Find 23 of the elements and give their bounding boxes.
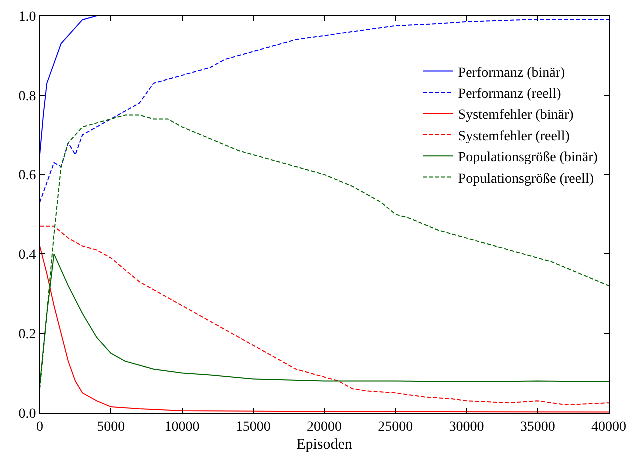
y-tick-label: 1.0 [18, 10, 36, 25]
line-series [40, 19, 609, 204]
x-tick-label: 20000 [307, 420, 342, 435]
y-tick-label: 0.0 [18, 406, 36, 422]
y-tick-label: 0.4 [18, 248, 36, 264]
x-tick-label: 15000 [236, 420, 271, 435]
x-tick-label: 25000 [378, 420, 414, 435]
x-tick-label: 30000 [449, 420, 484, 435]
x-tick-label: 10000 [164, 420, 200, 435]
legend-label: Performanz (reell) [458, 86, 562, 102]
x-axis-title: Episoden [296, 436, 353, 453]
legend-label: Systemfehler (binär) [458, 108, 574, 124]
legend-label: Systemfehler (reell) [458, 129, 570, 144]
legend-label: Populationsgröße (reell) [458, 172, 594, 187]
legend-label: Performanz (binär) [458, 66, 566, 81]
legend-label: Populationsgröße (binär) [458, 150, 598, 166]
y-tick-label: 0.8 [18, 89, 36, 104]
y-tick-label: 0.6 [18, 168, 36, 184]
x-tick-label: 35000 [520, 420, 556, 435]
x-tick-label: 5000 [97, 420, 126, 435]
x-tick-label: 0 [36, 420, 44, 435]
y-tick-label: 0.2 [18, 328, 36, 342]
x-tick-label: 40000 [592, 420, 626, 435]
